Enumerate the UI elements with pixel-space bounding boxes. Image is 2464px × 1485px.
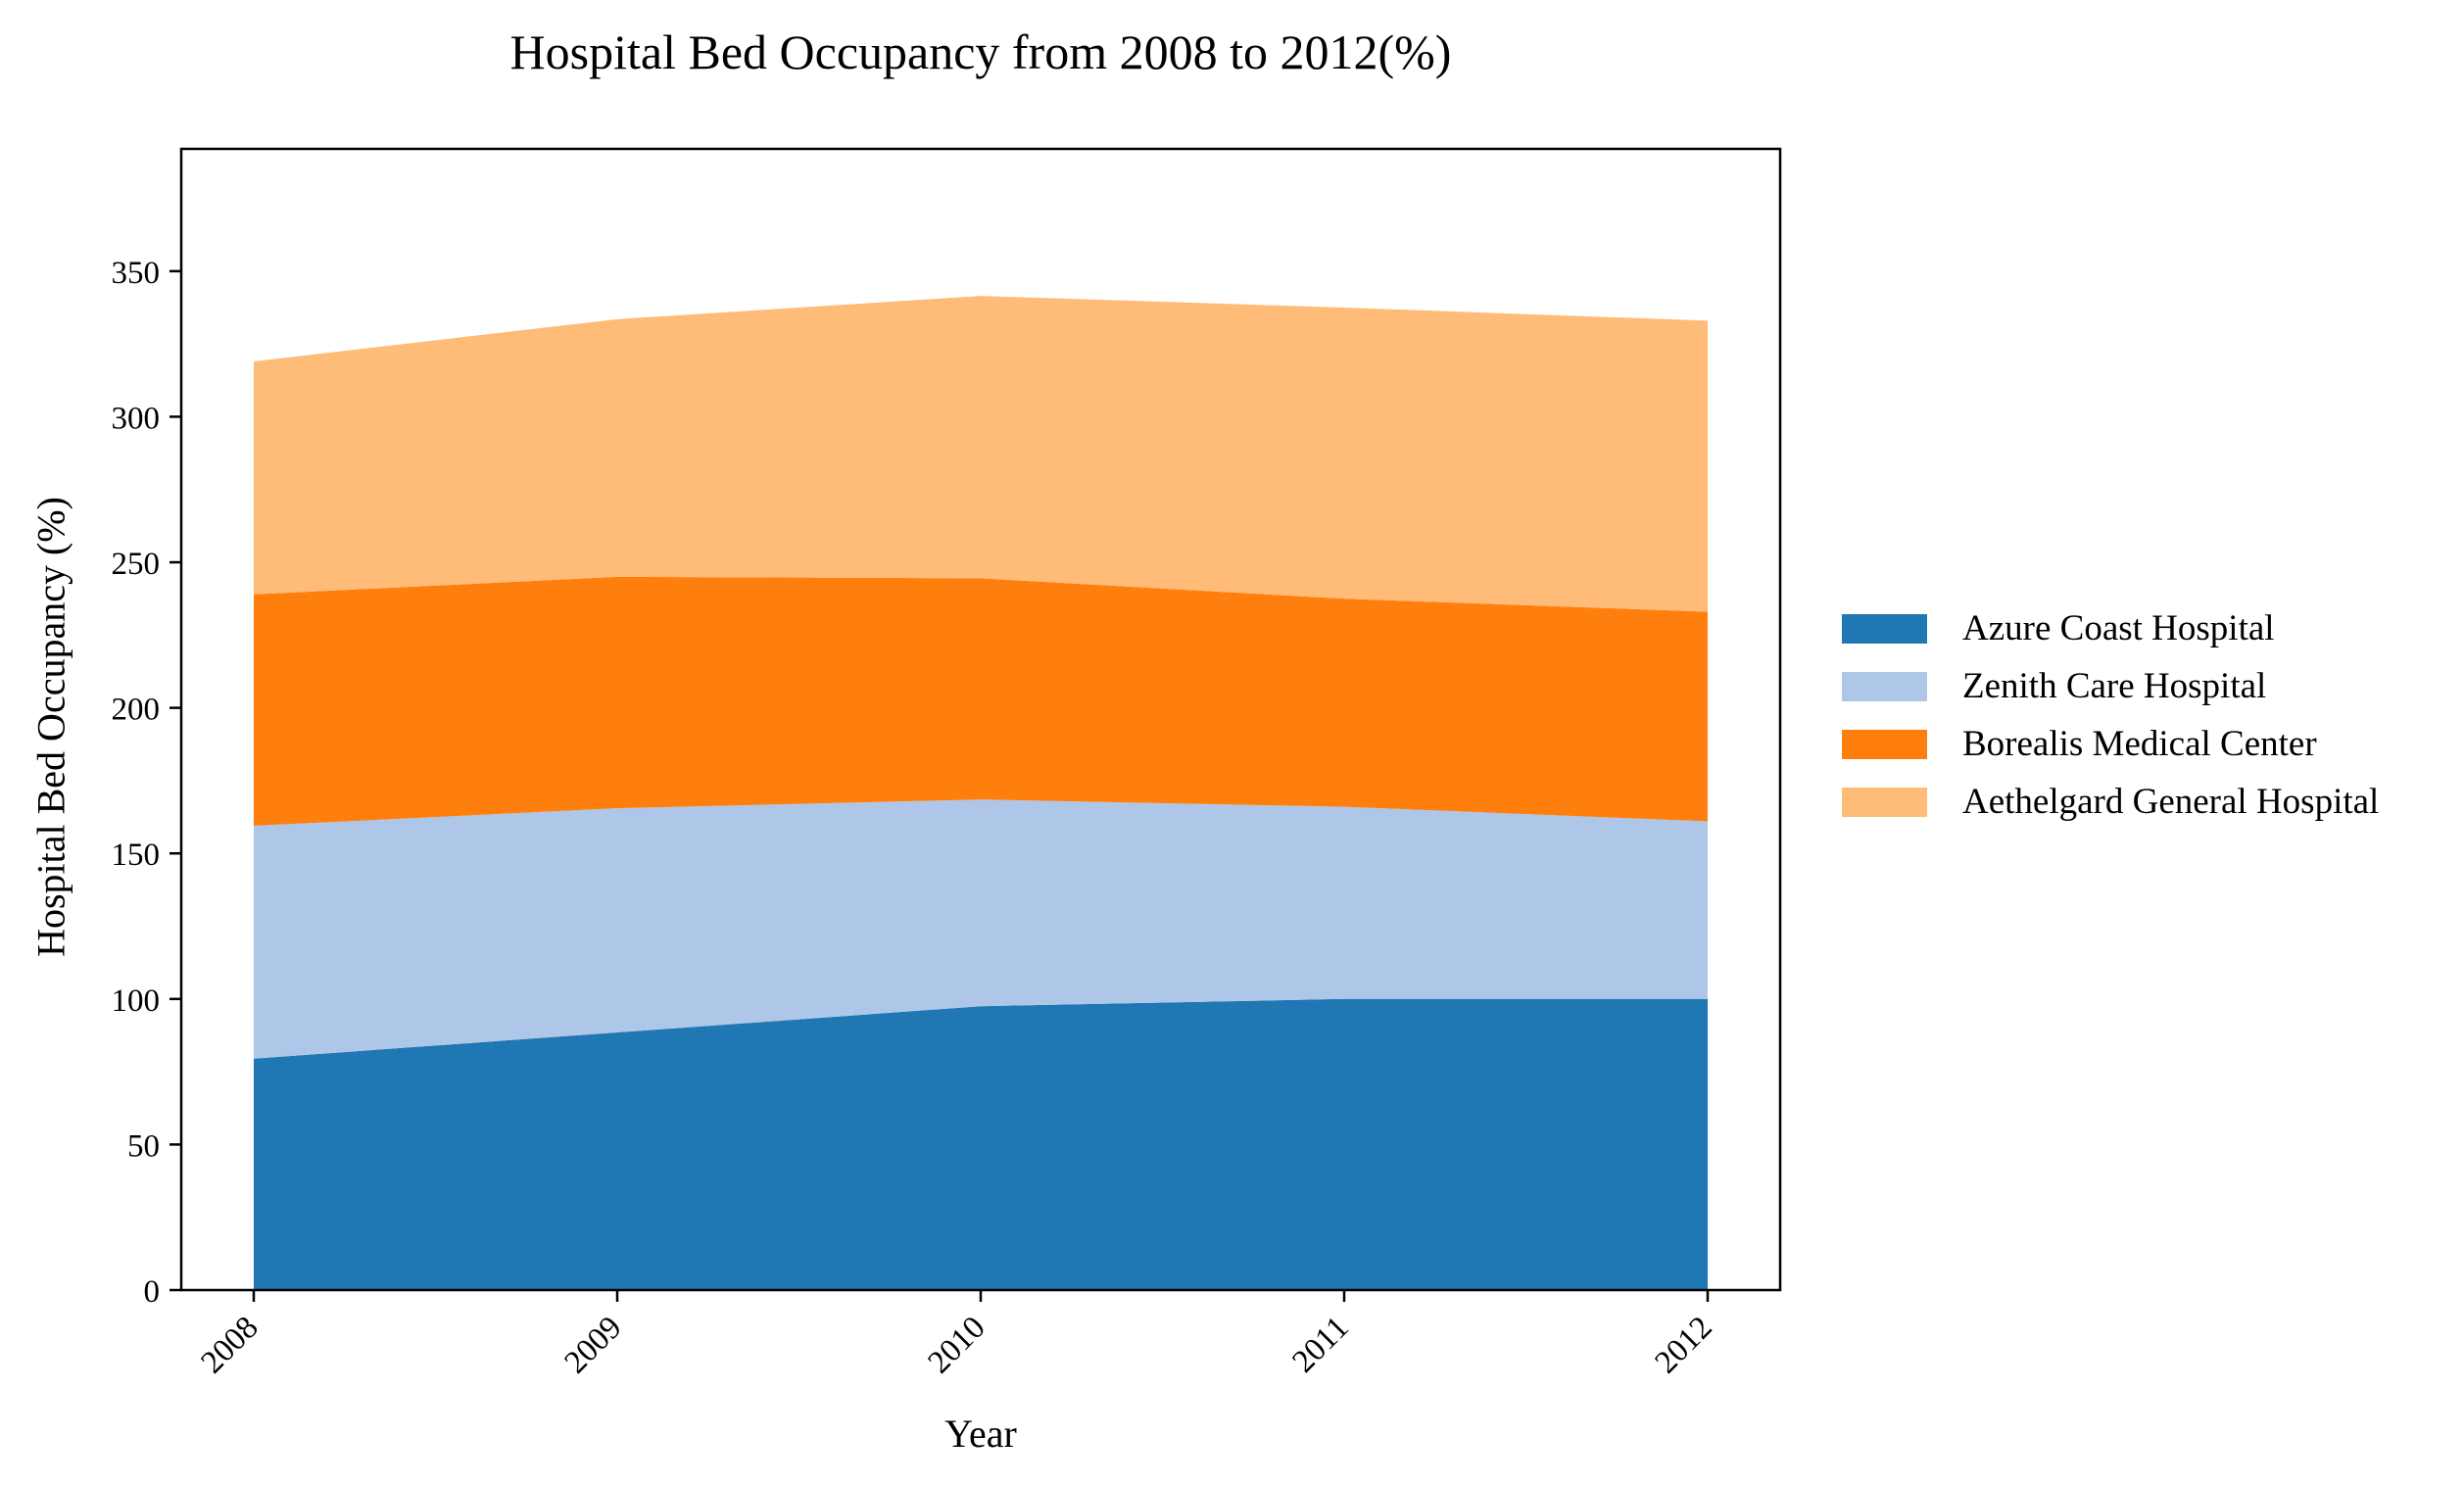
legend-label: Aethelgard General Hospital bbox=[1962, 782, 2380, 822]
legend-item: Aethelgard General Hospital bbox=[1842, 773, 2379, 831]
x-tick-label: 2012 bbox=[1649, 1310, 1719, 1380]
legend-item: Azure Coast Hospital bbox=[1842, 599, 2379, 657]
x-tick-label: 2008 bbox=[195, 1310, 266, 1380]
x-tick-label: 2011 bbox=[1285, 1310, 1355, 1379]
legend-label: Borealis Medical Center bbox=[1962, 724, 2317, 764]
area-series bbox=[254, 576, 1708, 826]
legend-swatch bbox=[1842, 787, 1927, 817]
legend: Azure Coast Hospital Zenith Care Hospita… bbox=[1842, 599, 2379, 831]
legend-item: Zenith Care Hospital bbox=[1842, 657, 2379, 715]
x-tick-label: 2009 bbox=[558, 1310, 629, 1380]
y-tick-label: 50 bbox=[127, 1128, 160, 1164]
legend-swatch bbox=[1842, 729, 1927, 759]
area-series-group bbox=[254, 296, 1708, 1290]
legend-label: Azure Coast Hospital bbox=[1962, 608, 2275, 648]
area-series bbox=[254, 296, 1708, 612]
area-series bbox=[254, 998, 1708, 1290]
x-tick-label: 2010 bbox=[922, 1310, 992, 1380]
x-axis-label: Year bbox=[944, 1412, 1017, 1456]
area-series bbox=[254, 799, 1708, 1059]
y-tick-label: 0 bbox=[144, 1274, 161, 1310]
y-tick-label: 200 bbox=[112, 693, 161, 728]
chart-title: Hospital Bed Occupancy from 2008 to 2012… bbox=[509, 24, 1452, 79]
y-axis-label: Hospital Bed Occupancy (%) bbox=[28, 497, 73, 957]
y-tick-label: 250 bbox=[112, 547, 161, 582]
y-tick-label: 300 bbox=[112, 401, 161, 436]
legend-label: Zenith Care Hospital bbox=[1962, 666, 2267, 706]
y-tick-label: 150 bbox=[112, 838, 161, 873]
legend-swatch bbox=[1842, 671, 1927, 701]
legend-swatch bbox=[1842, 613, 1927, 644]
y-tick-label: 350 bbox=[112, 256, 161, 291]
y-tick-label: 100 bbox=[112, 983, 161, 1019]
legend-item: Borealis Medical Center bbox=[1842, 715, 2379, 773]
